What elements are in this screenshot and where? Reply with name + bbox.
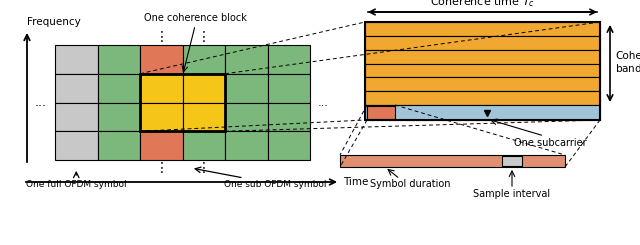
Bar [268,131,310,160]
Bar [367,106,395,119]
Bar [140,74,182,102]
Bar [365,91,600,105]
Bar [140,45,182,74]
Text: One full OFDM symbol: One full OFDM symbol [26,180,127,189]
Bar [268,102,310,131]
Bar [140,102,182,131]
Bar [182,74,225,102]
Text: Symbol duration: Symbol duration [370,179,451,189]
Bar [140,74,182,102]
Bar [182,102,225,131]
Bar [97,131,140,160]
Bar [365,22,600,120]
Bar [365,50,600,63]
Bar [97,74,140,102]
Bar [97,45,140,74]
Bar [340,155,565,167]
Bar [365,63,600,77]
Bar [182,131,225,160]
Bar [365,77,600,91]
Text: Sample interval: Sample interval [474,189,550,199]
Text: One subcarrier: One subcarrier [515,138,587,148]
Bar [140,102,182,131]
Bar [225,131,268,160]
Bar [225,102,268,131]
Bar [182,102,225,131]
Bar [365,105,600,120]
Text: ⋮: ⋮ [154,30,168,44]
Bar [225,74,268,102]
Bar [140,131,182,160]
Bar [55,102,97,131]
Bar [55,131,97,160]
Text: ⋮: ⋮ [197,161,211,175]
Text: ⋮: ⋮ [197,30,211,44]
Text: Frequency: Frequency [27,17,81,27]
Text: Time: Time [343,177,369,187]
Bar [55,45,97,74]
Text: One coherence block: One coherence block [144,13,246,23]
Text: ...: ... [35,96,47,109]
Bar [502,156,522,166]
Text: Coherence time $T_c$: Coherence time $T_c$ [430,0,535,9]
Bar [182,74,225,102]
Bar [182,45,225,74]
Bar [268,74,310,102]
Text: ⋮: ⋮ [154,161,168,175]
Bar [365,22,600,36]
Bar [140,74,225,131]
Text: Coherence
bandwidth $B_c$: Coherence bandwidth $B_c$ [615,51,640,76]
Bar [55,74,97,102]
Bar [225,45,268,74]
Bar [97,102,140,131]
Text: ...: ... [318,98,329,108]
Bar [268,45,310,74]
Text: One sub OFDM symbol: One sub OFDM symbol [224,180,326,189]
Bar [365,36,600,50]
